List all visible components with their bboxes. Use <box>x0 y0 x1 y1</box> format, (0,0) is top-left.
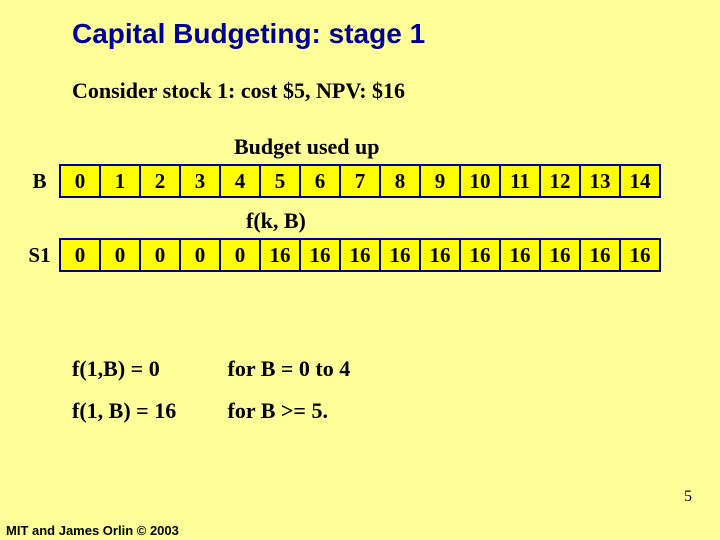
table-cell: 16 <box>380 239 420 271</box>
slide-subtitle: Consider stock 1: cost $5, NPV: $16 <box>0 50 720 104</box>
table-cell: 16 <box>500 239 540 271</box>
table-cell: 7 <box>340 165 380 197</box>
table-cell: 13 <box>580 165 620 197</box>
table-cell: 16 <box>260 239 300 271</box>
row-header: S1 <box>20 239 60 271</box>
table-cell: 10 <box>460 165 500 197</box>
note-lhs: f(1,B) = 0 <box>72 348 222 390</box>
table-cell: 8 <box>380 165 420 197</box>
table-cell: 5 <box>260 165 300 197</box>
table-cell: 6 <box>300 165 340 197</box>
table-cell: 2 <box>140 165 180 197</box>
table-cell: 3 <box>180 165 220 197</box>
table-cell: 12 <box>540 165 580 197</box>
table-cell: 0 <box>180 239 220 271</box>
table-cell: 0 <box>60 239 100 271</box>
note-rhs: for B = 0 to 4 <box>228 356 351 381</box>
row-header: B <box>20 165 60 197</box>
table-cell: 16 <box>460 239 500 271</box>
table2-caption: f(k, B) <box>0 198 720 234</box>
table-cell: 16 <box>420 239 460 271</box>
table-cell: 0 <box>60 165 100 197</box>
budget-table: B 0 1 2 3 4 5 6 7 8 9 10 11 12 13 14 <box>20 164 661 198</box>
slide-number: 5 <box>684 488 692 506</box>
note-line: f(1,B) = 0 for B = 0 to 4 <box>72 348 720 390</box>
table-cell: 0 <box>100 239 140 271</box>
table-cell: 16 <box>620 239 660 271</box>
table-cell: 16 <box>540 239 580 271</box>
table-cell: 0 <box>220 239 260 271</box>
table-row: B 0 1 2 3 4 5 6 7 8 9 10 11 12 13 14 <box>20 165 660 197</box>
note-rhs: for B >= 5. <box>228 398 328 423</box>
table-cell: 1 <box>100 165 140 197</box>
note-lhs: f(1, B) = 16 <box>72 390 222 432</box>
table-cell: 16 <box>340 239 380 271</box>
table-cell: 0 <box>140 239 180 271</box>
table-cell: 9 <box>420 165 460 197</box>
fkb-table: S1 0 0 0 0 0 16 16 16 16 16 16 16 16 16 … <box>20 238 661 272</box>
table-cell: 16 <box>300 239 340 271</box>
table-cell: 4 <box>220 165 260 197</box>
table-cell: 11 <box>500 165 540 197</box>
table-cell: 14 <box>620 165 660 197</box>
note-line: f(1, B) = 16 for B >= 5. <box>72 390 720 432</box>
table1-caption: Budget used up <box>0 104 720 160</box>
slide-title: Capital Budgeting: stage 1 <box>0 0 720 50</box>
table-row: S1 0 0 0 0 0 16 16 16 16 16 16 16 16 16 … <box>20 239 660 271</box>
notes-block: f(1,B) = 0 for B = 0 to 4 f(1, B) = 16 f… <box>0 272 720 432</box>
table-cell: 16 <box>580 239 620 271</box>
copyright-text: MIT and James Orlin © 2003 <box>6 523 179 538</box>
